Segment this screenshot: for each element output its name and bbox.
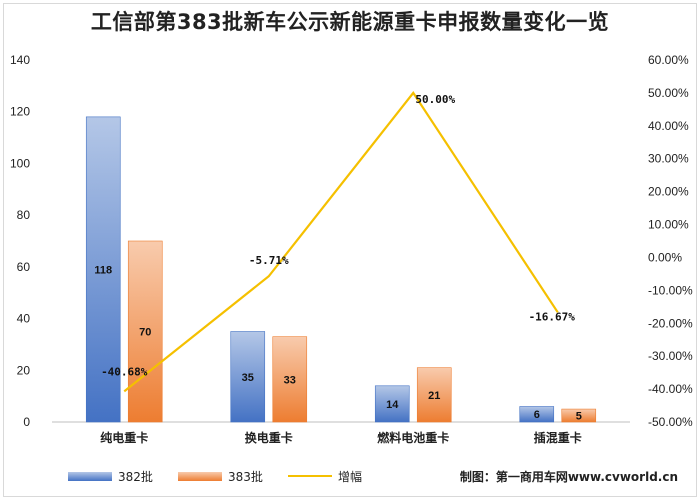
bar-data-label: 118: [94, 264, 112, 276]
bar-data-label: 5: [576, 411, 582, 423]
bar-data-label: 21: [428, 390, 440, 402]
y-right-tick-label: -40.00%: [648, 382, 693, 396]
legend-swatch-growth: [288, 475, 332, 477]
bar-data-label: 33: [284, 374, 296, 386]
bar-382批: [374, 385, 410, 423]
x-category-label: 燃料电池重卡: [377, 430, 449, 445]
bar-383批: [272, 336, 308, 423]
growth-data-label: -16.67%: [529, 310, 576, 323]
x-category-label: 换电重卡: [245, 430, 293, 445]
bar-data-label: 35: [242, 372, 254, 384]
legend-item-growth: 增幅: [288, 466, 362, 486]
y-left-tick-label: 0: [23, 415, 30, 429]
chart-title: 工信部第383批新车公示新能源重卡申报数量变化一览: [90, 10, 610, 34]
y-left-tick-label: 140: [10, 53, 30, 67]
bar-data-label: 14: [386, 399, 399, 411]
y-right-tick-label: -50.00%: [648, 415, 693, 429]
y-right-tick-label: 10.00%: [648, 218, 689, 232]
y-left-tick-label: 120: [10, 105, 30, 119]
x-category-label: 纯电重卡: [100, 430, 148, 445]
y-right-tick-label: 0.00%: [648, 250, 682, 264]
y-left-tick-label: 20: [17, 363, 31, 377]
x-category-label: 插混重卡: [534, 430, 582, 445]
y-right-tick-label: -20.00%: [648, 316, 693, 330]
growth-data-label: 50.00%: [415, 93, 455, 106]
bar-383批: [561, 408, 597, 423]
bar-data-label: 70: [139, 327, 151, 339]
bar-383批: [416, 367, 452, 423]
y-right-tick-label: 50.00%: [648, 86, 689, 100]
y-left-tick-label: 80: [17, 208, 31, 222]
y-right-tick-label: 60.00%: [648, 53, 689, 67]
legend-label-382: 382批: [118, 469, 153, 484]
y-right-tick-label: -30.00%: [648, 349, 693, 363]
growth-data-label: -40.68%: [101, 365, 148, 378]
chart-legend: 382批 383批 增幅: [0, 466, 700, 490]
legend-item-382: 382批: [68, 466, 153, 486]
legend-item-383: 383批: [178, 466, 263, 486]
bar-data-label: 6: [534, 409, 540, 421]
credit-text: 制图：第一商用车网www.cvworld.cn: [459, 470, 678, 484]
legend-swatch-382: [68, 471, 112, 481]
bar-382批: [519, 406, 555, 423]
legend-label-growth: 增幅: [338, 469, 363, 484]
y-right-tick-label: -10.00%: [648, 283, 693, 297]
bar-382批: [230, 331, 266, 423]
growth-data-label: -5.71%: [249, 254, 289, 267]
y-right-tick-label: 30.00%: [648, 152, 689, 166]
legend-swatch-383: [178, 471, 222, 481]
y-left-tick-label: 60: [17, 260, 31, 274]
y-left-tick-label: 100: [10, 156, 30, 170]
legend-label-383: 383批: [228, 469, 263, 484]
bar-383批: [127, 240, 163, 423]
growth-line: [123, 91, 559, 393]
y-right-tick-label: 20.00%: [648, 185, 689, 199]
y-right-tick-label: 40.00%: [648, 119, 689, 133]
y-left-tick-label: 40: [17, 312, 31, 326]
bar-382批: [85, 116, 121, 423]
